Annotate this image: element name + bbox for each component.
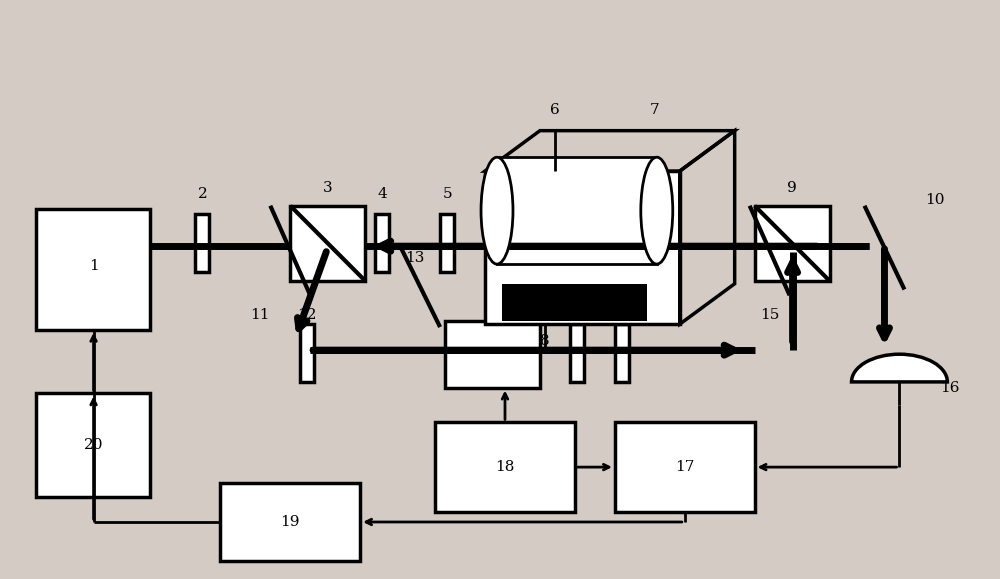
Bar (485, 171, 680, 324)
Bar (445, 321, 540, 388)
Bar (300, 324, 314, 382)
Bar (195, 214, 209, 272)
Bar (570, 324, 584, 382)
Ellipse shape (641, 157, 673, 264)
Text: 14: 14 (567, 309, 587, 323)
Bar (615, 422, 755, 512)
Text: 5: 5 (442, 187, 452, 201)
Text: 7: 7 (650, 104, 660, 118)
Bar (497, 157, 657, 264)
Text: 2: 2 (198, 187, 207, 201)
Text: 21: 21 (612, 309, 632, 323)
Text: 1: 1 (89, 259, 98, 273)
Bar (502, 284, 647, 321)
Text: 8: 8 (540, 335, 550, 349)
Bar (440, 214, 454, 272)
Text: 4: 4 (377, 187, 387, 201)
Text: 10: 10 (925, 193, 944, 207)
Text: 15: 15 (760, 309, 779, 323)
Text: 19: 19 (281, 515, 300, 529)
Text: 16: 16 (940, 381, 959, 395)
Text: 11: 11 (251, 309, 270, 323)
Text: 12: 12 (298, 309, 317, 323)
Ellipse shape (481, 157, 513, 264)
Text: 3: 3 (322, 181, 332, 196)
Text: 9: 9 (787, 181, 796, 196)
Wedge shape (852, 354, 947, 382)
Text: 17: 17 (675, 460, 694, 474)
Bar (290, 206, 365, 281)
Bar (615, 324, 629, 382)
Bar (375, 214, 389, 272)
Bar (755, 206, 830, 281)
Bar (36, 208, 150, 330)
Text: 6: 6 (550, 104, 560, 118)
Text: 18: 18 (495, 460, 515, 474)
Text: 20: 20 (84, 438, 103, 452)
Bar (36, 394, 150, 497)
Bar (435, 422, 575, 512)
Bar (220, 483, 360, 561)
Text: 13: 13 (405, 251, 425, 265)
